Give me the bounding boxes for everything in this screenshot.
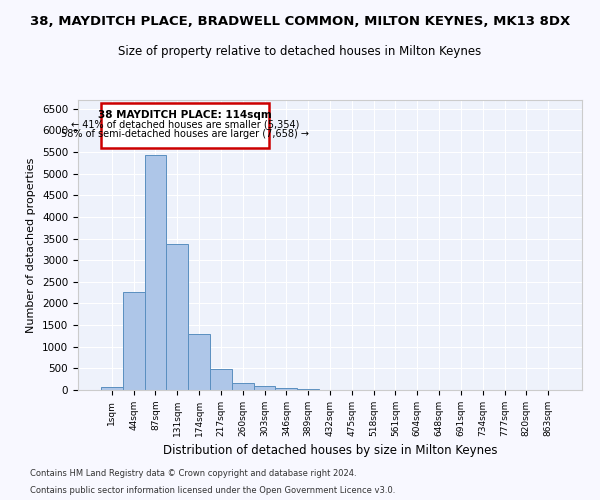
Text: Contains public sector information licensed under the Open Government Licence v3: Contains public sector information licen… [30,486,395,495]
Text: 58% of semi-detached houses are larger (7,658) →: 58% of semi-detached houses are larger (… [61,128,309,138]
FancyBboxPatch shape [101,104,269,148]
Bar [297,388,319,390]
Bar [101,388,123,390]
Y-axis label: Number of detached properties: Number of detached properties [26,158,37,332]
Bar [166,244,188,390]
Text: 38, MAYDITCH PLACE, BRADWELL COMMON, MILTON KEYNES, MK13 8DX: 38, MAYDITCH PLACE, BRADWELL COMMON, MIL… [30,15,570,28]
Bar [145,155,166,390]
Bar [275,388,297,390]
Bar [210,369,232,390]
Text: Contains HM Land Registry data © Crown copyright and database right 2024.: Contains HM Land Registry data © Crown c… [30,468,356,477]
Bar [188,334,210,390]
X-axis label: Distribution of detached houses by size in Milton Keynes: Distribution of detached houses by size … [163,444,497,458]
Bar [232,383,254,390]
Text: Size of property relative to detached houses in Milton Keynes: Size of property relative to detached ho… [118,45,482,58]
Text: ← 41% of detached houses are smaller (5,354): ← 41% of detached houses are smaller (5,… [71,120,299,130]
Bar [254,386,275,390]
Text: 38 MAYDITCH PLACE: 114sqm: 38 MAYDITCH PLACE: 114sqm [98,110,272,120]
Bar [123,292,145,390]
